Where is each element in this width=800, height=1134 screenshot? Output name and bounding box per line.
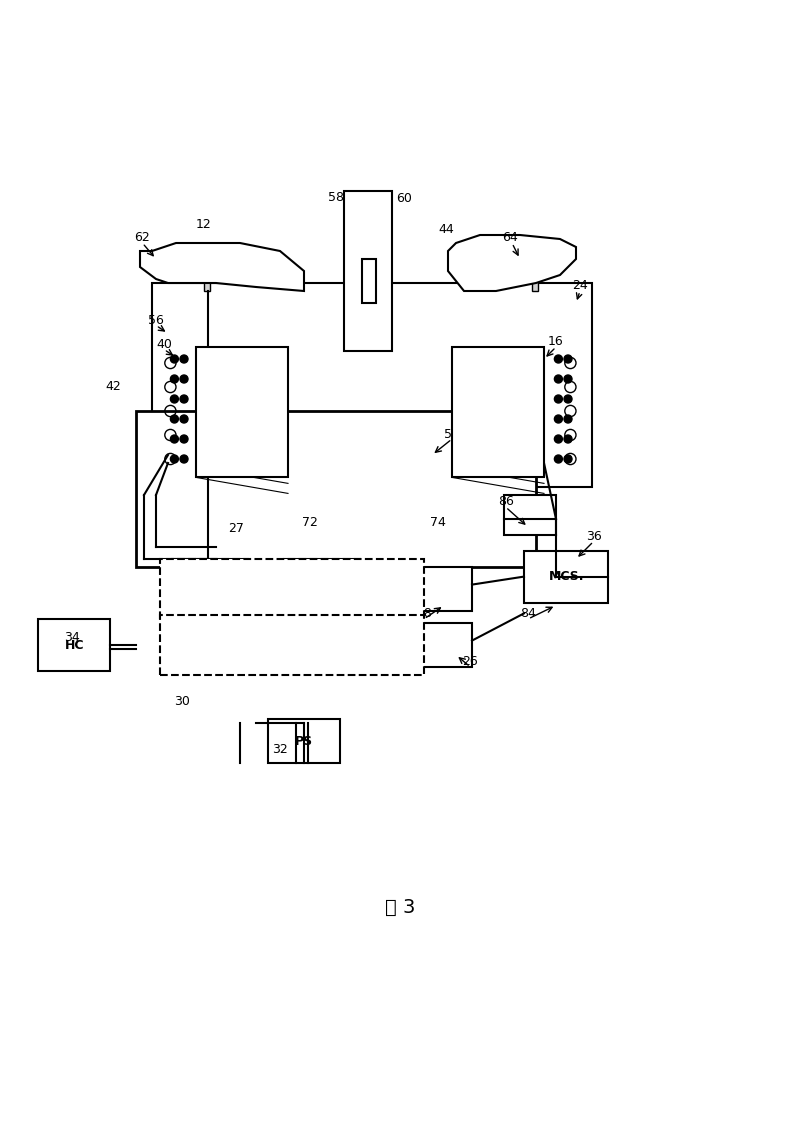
Text: 27: 27 (228, 522, 244, 535)
FancyBboxPatch shape (172, 559, 248, 611)
FancyBboxPatch shape (152, 284, 592, 486)
Text: 56: 56 (148, 314, 164, 327)
Circle shape (180, 355, 188, 363)
FancyBboxPatch shape (204, 266, 210, 291)
FancyBboxPatch shape (362, 259, 376, 303)
Circle shape (180, 415, 188, 423)
Circle shape (170, 355, 178, 363)
FancyBboxPatch shape (344, 191, 392, 352)
Text: 44: 44 (438, 223, 454, 236)
Circle shape (564, 395, 572, 403)
Circle shape (554, 435, 562, 443)
FancyBboxPatch shape (420, 567, 472, 611)
Text: 70: 70 (174, 559, 190, 572)
Circle shape (554, 395, 562, 403)
Text: 28: 28 (416, 607, 432, 620)
Polygon shape (452, 347, 544, 477)
Text: 24: 24 (572, 279, 588, 291)
FancyBboxPatch shape (504, 496, 556, 535)
FancyBboxPatch shape (364, 471, 374, 503)
Circle shape (564, 455, 572, 463)
Text: 62: 62 (134, 231, 150, 244)
Circle shape (170, 395, 178, 403)
Circle shape (554, 355, 562, 363)
Bar (160, 615, 424, 675)
Circle shape (180, 455, 188, 463)
Circle shape (170, 415, 178, 423)
Text: 40: 40 (156, 338, 172, 352)
Circle shape (564, 415, 572, 423)
FancyBboxPatch shape (172, 615, 248, 667)
Text: 图 3: 图 3 (385, 897, 415, 916)
Circle shape (554, 455, 562, 463)
Text: HC: HC (65, 638, 84, 652)
Text: 36: 36 (586, 530, 602, 543)
FancyBboxPatch shape (524, 551, 608, 603)
FancyBboxPatch shape (284, 559, 360, 611)
Text: 86: 86 (498, 494, 514, 508)
Text: COM: COM (306, 578, 338, 591)
Text: 82: 82 (286, 615, 302, 628)
Text: 34: 34 (64, 631, 80, 644)
Text: 12: 12 (196, 218, 212, 231)
Text: 74: 74 (430, 516, 446, 530)
FancyBboxPatch shape (284, 615, 360, 667)
Text: 32: 32 (272, 743, 288, 756)
Circle shape (564, 435, 572, 443)
Circle shape (564, 375, 572, 383)
Text: 52: 52 (500, 375, 516, 388)
Circle shape (554, 415, 562, 423)
FancyBboxPatch shape (268, 719, 340, 763)
Text: 64: 64 (502, 231, 518, 244)
Text: PS: PS (295, 735, 313, 748)
Text: 72: 72 (302, 516, 318, 530)
Text: COM: COM (306, 634, 338, 648)
Polygon shape (196, 347, 288, 477)
Text: 20: 20 (518, 403, 534, 415)
Text: AMP: AMP (195, 578, 226, 591)
Polygon shape (448, 235, 576, 291)
FancyBboxPatch shape (532, 266, 538, 291)
FancyBboxPatch shape (136, 411, 536, 567)
Text: 50: 50 (444, 429, 460, 441)
Text: 26: 26 (462, 655, 478, 668)
Polygon shape (140, 243, 304, 291)
Circle shape (170, 375, 178, 383)
Circle shape (170, 435, 178, 443)
Bar (160, 559, 424, 619)
Text: 58: 58 (328, 191, 344, 204)
Circle shape (180, 435, 188, 443)
Text: 30: 30 (174, 695, 190, 708)
Text: 84: 84 (520, 607, 536, 620)
Text: 16: 16 (548, 335, 564, 348)
Text: MCS.: MCS. (549, 570, 584, 583)
Circle shape (180, 395, 188, 403)
Text: INT: INT (198, 634, 222, 648)
Circle shape (564, 355, 572, 363)
FancyBboxPatch shape (420, 623, 472, 667)
Text: 80: 80 (164, 604, 180, 618)
Circle shape (180, 375, 188, 383)
Text: 60: 60 (396, 193, 412, 205)
Circle shape (170, 455, 178, 463)
FancyBboxPatch shape (38, 619, 110, 671)
Text: 42: 42 (106, 381, 122, 393)
Circle shape (554, 375, 562, 383)
